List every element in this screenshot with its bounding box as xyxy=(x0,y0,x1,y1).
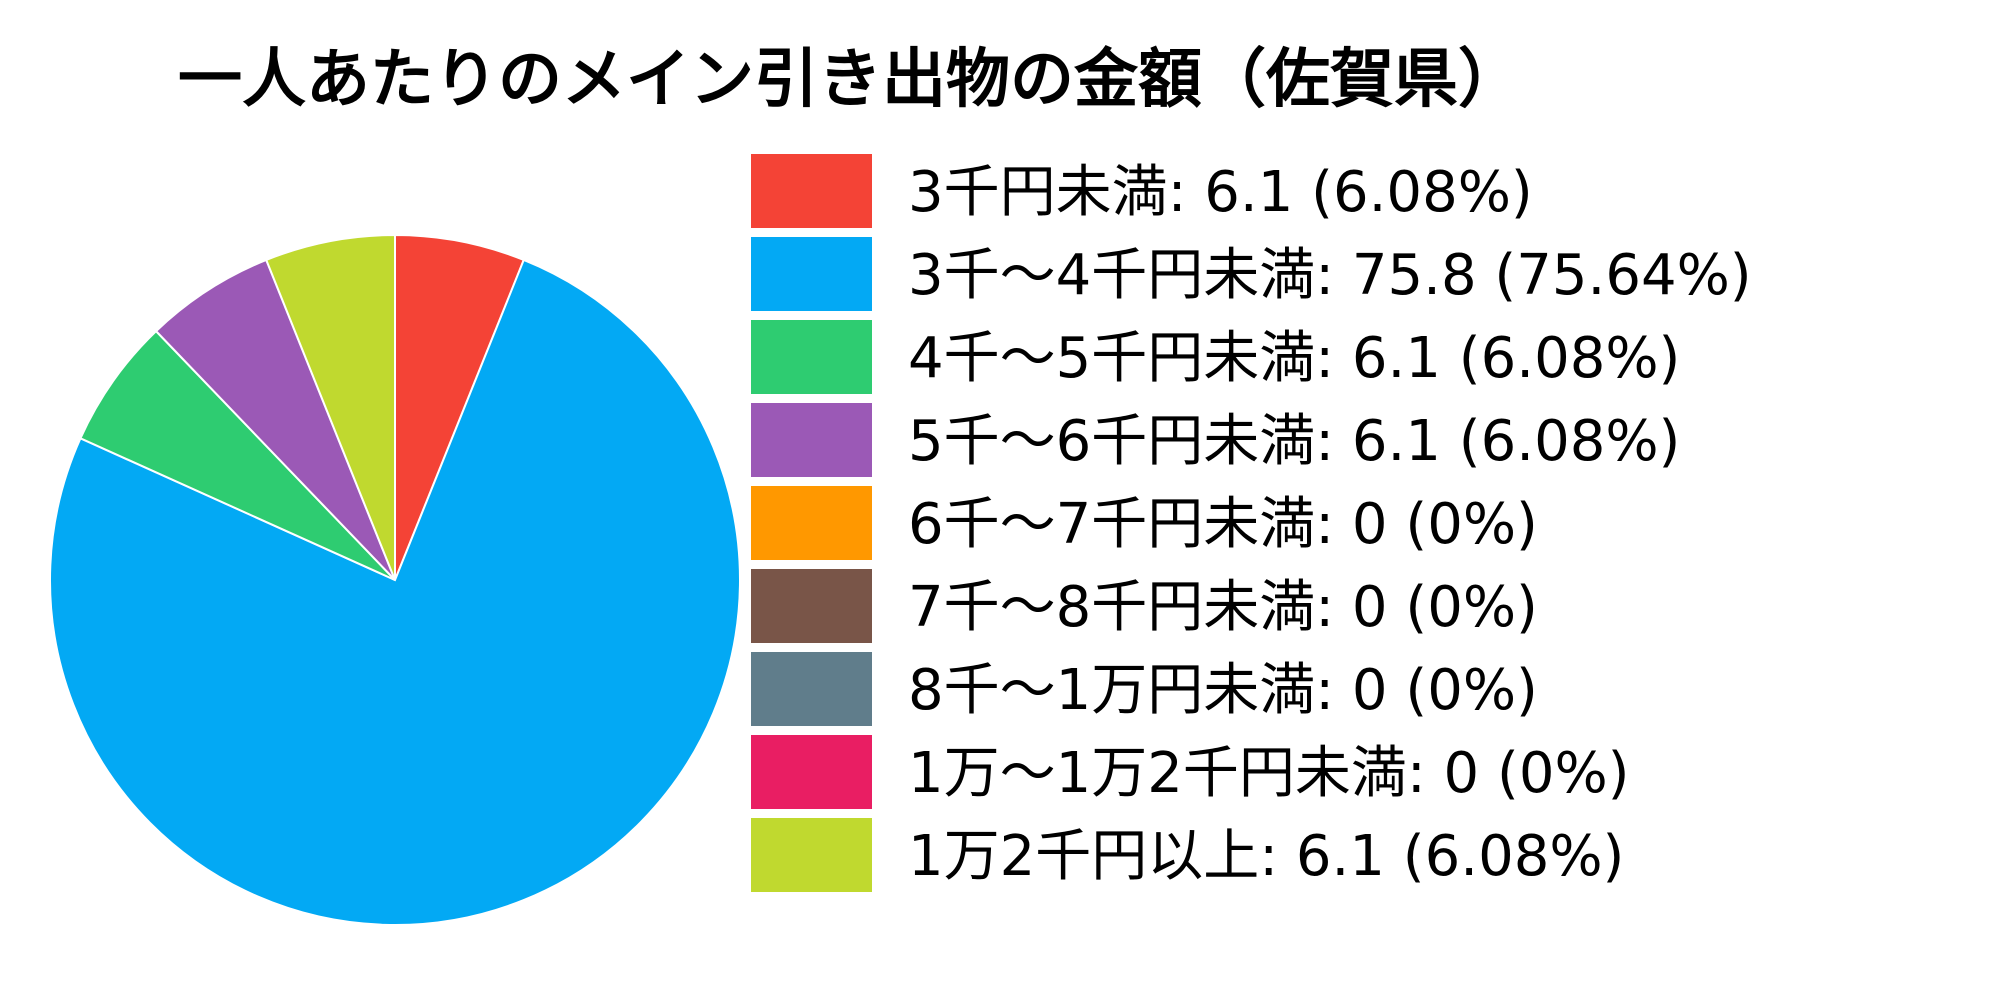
legend-label-2: 4千～5千円未満: 6.1 (6.08%) xyxy=(908,326,1681,391)
pie-slice-0 xyxy=(394,233,526,581)
legend-swatch-5 xyxy=(751,569,872,643)
pie-chart xyxy=(49,233,741,926)
pie-slice-1 xyxy=(49,258,741,926)
legend-swatch-8 xyxy=(751,818,872,892)
legend-label-8: 1万2千円以上: 6.1 (6.08%) xyxy=(908,824,1625,889)
legend-swatch-2 xyxy=(751,320,872,394)
legend-label-0: 3千円未満: 6.1 (6.08%) xyxy=(908,160,1533,225)
legend-swatch-6 xyxy=(751,652,872,726)
legend-label-5: 7千～8千円未満: 0 (0%) xyxy=(908,575,1538,640)
legend-swatch-1 xyxy=(751,237,872,311)
legend-swatch-4 xyxy=(751,486,872,560)
legend-label-1: 3千～4千円未満: 75.8 (75.64%) xyxy=(908,243,1752,308)
legend-swatch-0 xyxy=(751,154,872,228)
legend-swatch-3 xyxy=(751,403,872,477)
legend-label-4: 6千～7千円未満: 0 (0%) xyxy=(908,492,1538,557)
pie-slice-3 xyxy=(154,258,396,581)
pie-slice-8 xyxy=(264,233,396,581)
pie-slice-2 xyxy=(79,329,396,581)
legend-label-7: 1万～1万2千円未満: 0 (0%) xyxy=(908,741,1630,806)
chart-title: 一人あたりのメイン引き出物の金額（佐賀県） xyxy=(178,43,1522,117)
legend-label-6: 8千～1万円未満: 0 (0%) xyxy=(908,658,1538,723)
legend-label-3: 5千～6千円未満: 6.1 (6.08%) xyxy=(908,409,1681,474)
legend-swatch-7 xyxy=(751,735,872,809)
